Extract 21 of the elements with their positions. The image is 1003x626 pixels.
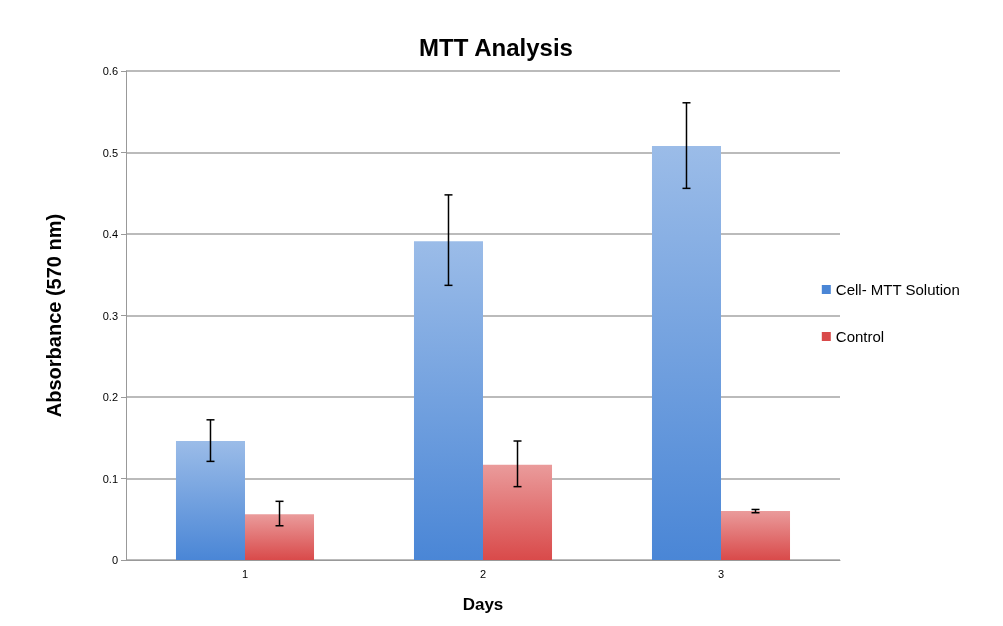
bar bbox=[483, 464, 553, 560]
x-axis-title: Days bbox=[462, 595, 504, 614]
bar bbox=[175, 441, 245, 560]
y-tick-label: 0.4 bbox=[102, 228, 118, 240]
y-tick-label: 0.5 bbox=[102, 146, 118, 159]
bar bbox=[245, 514, 315, 560]
y-tick-label: 0.6 bbox=[102, 65, 118, 77]
chart-title: MTT Analysis bbox=[419, 33, 573, 61]
y-tick-label: 0 bbox=[111, 554, 118, 566]
y-axis-title: Absorbance (570 nm) bbox=[43, 213, 65, 418]
x-tick-label: 3 bbox=[717, 567, 725, 580]
legend-label: Cell- MTT Solution bbox=[835, 281, 960, 298]
legend-label: Control bbox=[835, 328, 885, 345]
bar bbox=[721, 511, 791, 560]
bar bbox=[651, 145, 721, 560]
bar bbox=[413, 241, 483, 560]
y-tick-label: 0.2 bbox=[102, 391, 118, 403]
y-tick-label: 0.1 bbox=[102, 472, 118, 485]
y-tick-label: 0.3 bbox=[102, 309, 118, 322]
x-tick-label: 1 bbox=[241, 567, 249, 580]
x-tick-label: 2 bbox=[479, 567, 487, 580]
